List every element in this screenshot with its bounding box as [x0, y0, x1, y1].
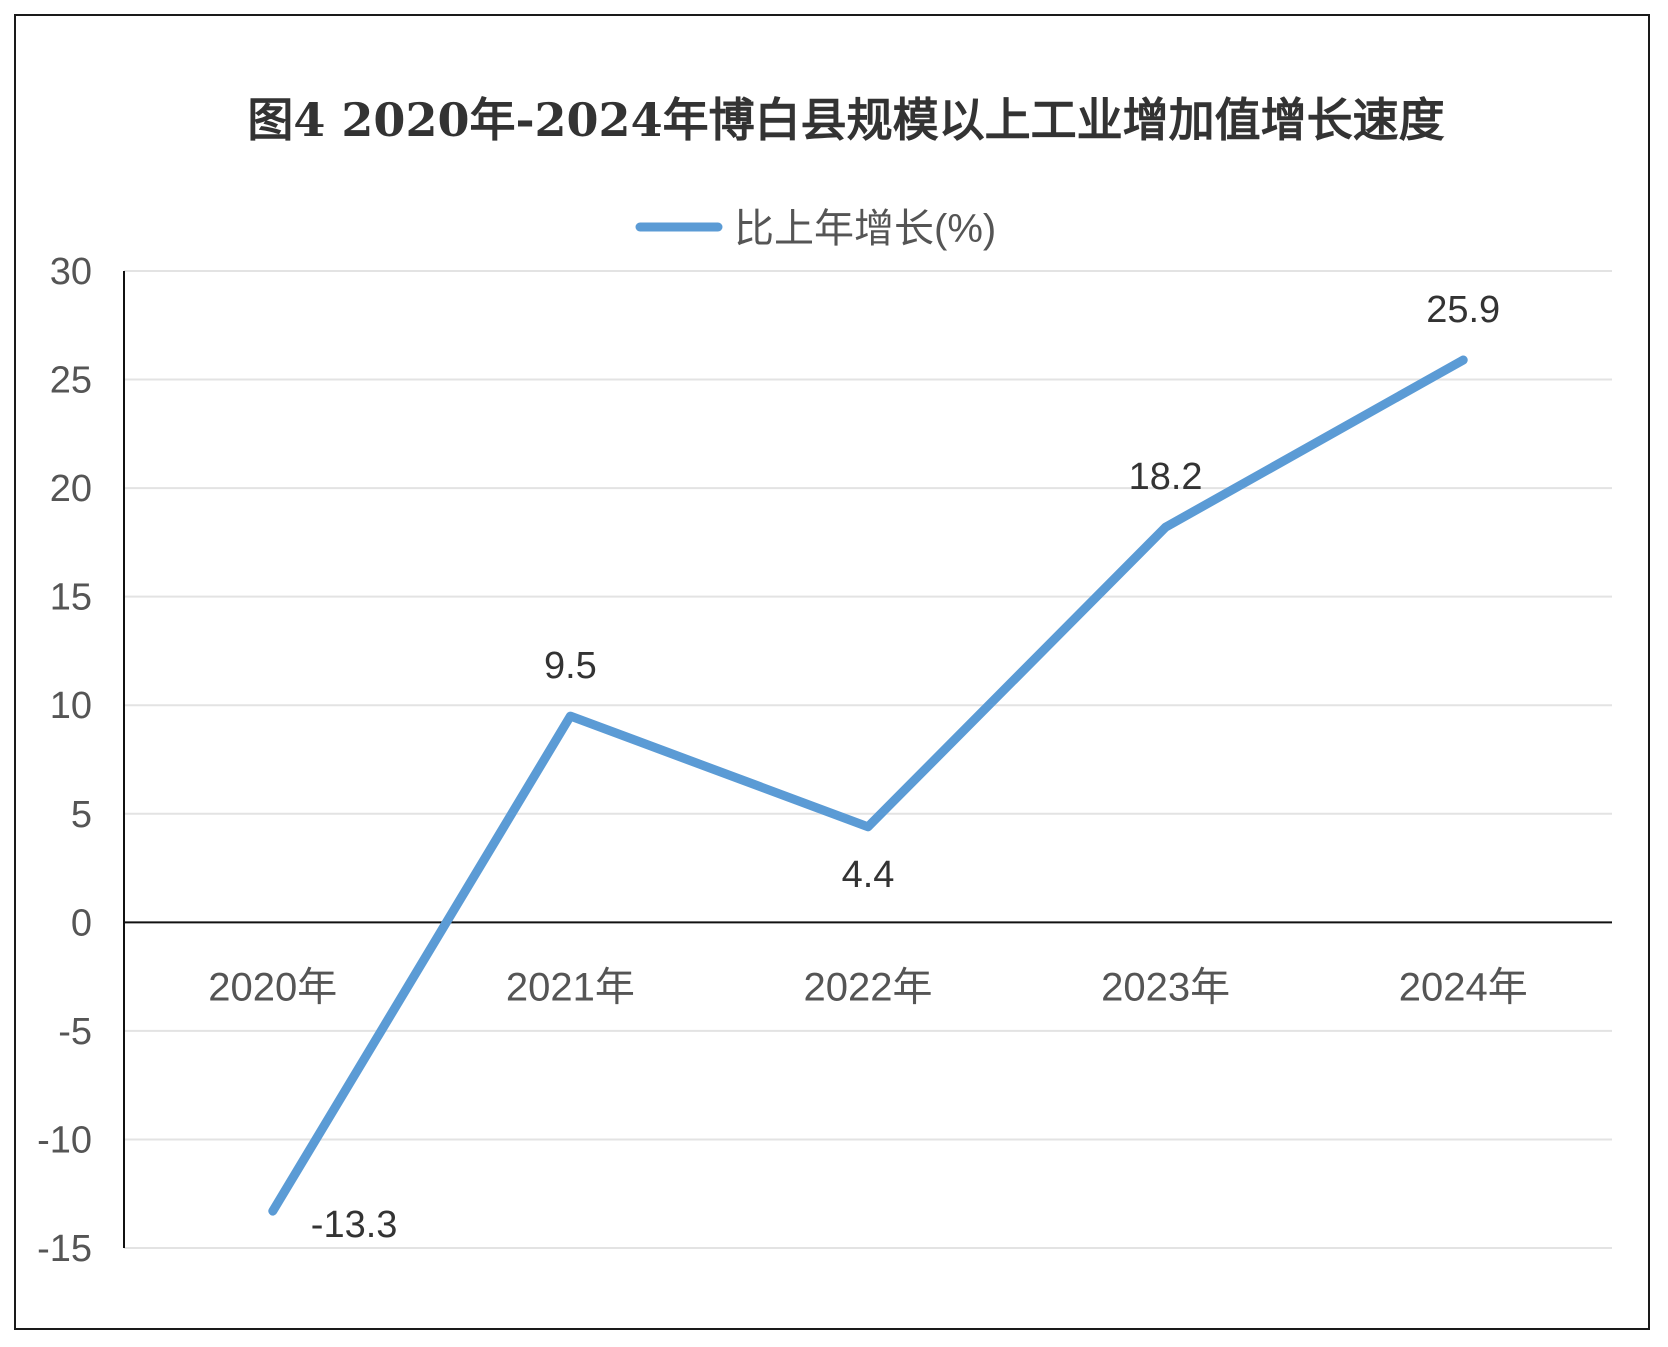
gridlines — [124, 270, 1612, 1249]
y-tick-label: -10 — [37, 1119, 92, 1161]
data-label: 25.9 — [1426, 289, 1500, 331]
data-labels: -13.3 9.5 4.4 18.2 25.9 — [311, 289, 1500, 1246]
y-axis-ticks: 30 25 20 15 10 5 0 -5 -10 -15 — [37, 251, 92, 1270]
axes — [123, 271, 1612, 1248]
y-tick-label: 25 — [50, 360, 92, 402]
x-tick-label: 2020年 — [208, 965, 337, 1009]
data-point — [1161, 523, 1170, 532]
legend-label: 比上年增长(%) — [734, 207, 996, 251]
y-tick-label: -15 — [37, 1228, 92, 1270]
data-point — [566, 712, 575, 721]
x-axis-ticks: 2020年 2021年 2022年 2023年 2024年 — [208, 965, 1527, 1009]
data-label: 9.5 — [544, 645, 597, 687]
data-label: 18.2 — [1129, 456, 1203, 498]
y-tick-label: 10 — [50, 685, 92, 727]
y-tick-label: 20 — [50, 468, 92, 510]
legend: 比上年增长(%) — [635, 207, 996, 251]
series-group — [268, 355, 1468, 1216]
x-tick-label: 2021年 — [506, 965, 635, 1009]
y-tick-label: 15 — [50, 577, 92, 619]
y-tick-label: 5 — [71, 794, 92, 836]
data-label: -13.3 — [311, 1204, 398, 1246]
chart-title: 图4 2020年-2024年博白县规模以上工业增加值增长速度 — [247, 93, 1444, 147]
y-tick-label: 30 — [50, 251, 92, 293]
x-tick-label: 2022年 — [804, 965, 933, 1009]
data-point — [1459, 356, 1468, 365]
data-point — [268, 1207, 277, 1216]
y-tick-label: 0 — [71, 902, 92, 944]
data-label: 4.4 — [842, 854, 895, 896]
data-point — [864, 822, 872, 831]
chart-frame: 图4 2020年-2024年博白县规模以上工业增加值增长速度 比上年增长(%) … — [14, 14, 1650, 1330]
x-tick-label: 2024年 — [1399, 965, 1528, 1009]
x-tick-label: 2023年 — [1101, 965, 1230, 1009]
y-tick-label: -5 — [58, 1011, 92, 1053]
chart-svg: 图4 2020年-2024年博白县规模以上工业增加值增长速度 比上年增长(%) … — [37, 93, 1612, 1270]
